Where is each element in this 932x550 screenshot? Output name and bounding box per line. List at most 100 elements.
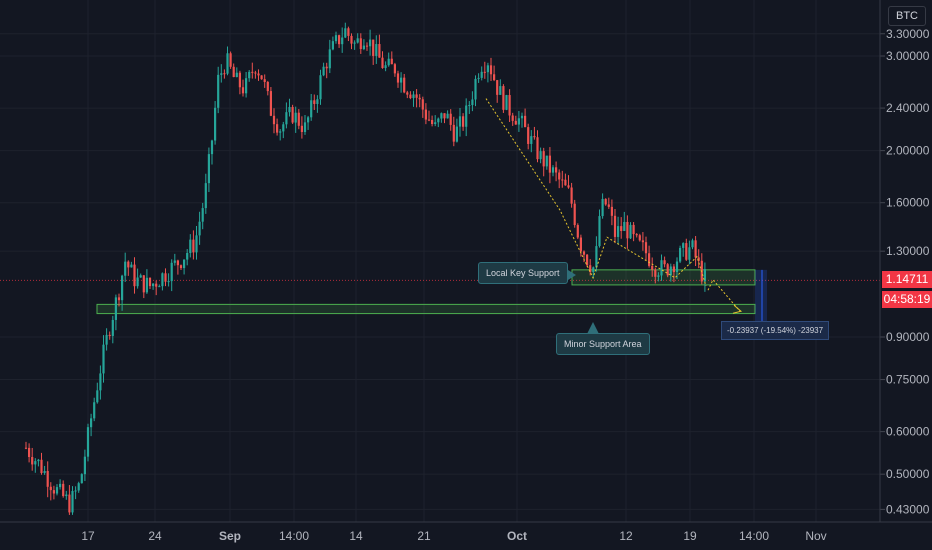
candlestick-series [24, 22, 706, 515]
candle [375, 35, 378, 64]
candle [694, 236, 697, 266]
candle [170, 259, 173, 292]
candle [623, 211, 626, 232]
candle [272, 108, 276, 134]
candle [359, 33, 362, 54]
candle [77, 481, 80, 493]
candle [161, 272, 164, 291]
candle [105, 328, 108, 351]
x-tick-label: 14:00 [739, 529, 769, 543]
candle [266, 80, 269, 96]
candle [390, 51, 393, 65]
candle [291, 104, 294, 124]
candle [108, 331, 111, 340]
candle [245, 71, 248, 98]
support-zones [0, 269, 880, 334]
candle [644, 236, 648, 261]
candle [483, 61, 486, 79]
price-axis: 3.30000 3.00000 2.40000 2.00000 1.60000 1.300… [879, 0, 930, 522]
candle [303, 115, 307, 135]
projection-line [485, 98, 707, 287]
candle [365, 42, 369, 51]
last-price-tag: 1.14711 [882, 271, 932, 288]
support-zone [571, 269, 756, 286]
candle [282, 121, 285, 139]
candle [86, 423, 90, 462]
candle [564, 173, 567, 186]
candle [648, 245, 651, 268]
candle [192, 230, 195, 260]
candle [421, 96, 424, 118]
candle [214, 101, 217, 145]
y-tick-label: 3.30000 [886, 27, 930, 41]
candle [446, 110, 449, 119]
y-tick-label: 0.60000 [886, 425, 930, 439]
candle [235, 67, 238, 78]
candle [294, 106, 297, 133]
candle [452, 116, 455, 147]
candle [198, 211, 201, 245]
candle [626, 215, 629, 249]
candle [40, 452, 43, 475]
candle [288, 98, 291, 117]
candle [542, 147, 545, 177]
candle [691, 238, 694, 250]
candle [46, 461, 49, 498]
candle [229, 51, 232, 69]
candle [629, 222, 632, 239]
candle [493, 65, 496, 82]
candle [555, 161, 558, 182]
candle [508, 89, 511, 122]
candle [28, 443, 31, 463]
candle [632, 222, 635, 242]
candle [697, 249, 700, 269]
candle [232, 63, 235, 78]
candle [307, 115, 310, 130]
candle [179, 264, 183, 271]
candle [403, 73, 406, 94]
candle [49, 482, 52, 501]
candle [462, 113, 465, 131]
candle [558, 169, 561, 189]
x-tick-label: Oct [507, 529, 527, 543]
candle [322, 62, 325, 77]
candle [530, 130, 533, 153]
candle [589, 259, 592, 276]
candle [576, 223, 579, 240]
x-tick-label: Sep [219, 529, 241, 543]
candle [341, 27, 344, 53]
candle [152, 283, 155, 290]
chart-grid [0, 0, 880, 522]
candle [675, 257, 679, 280]
candle [186, 249, 189, 266]
candle [496, 79, 499, 103]
candle [356, 33, 359, 44]
candle [96, 382, 99, 404]
candle [592, 266, 595, 279]
candle [279, 128, 282, 141]
candle [409, 91, 412, 100]
candle [251, 62, 254, 79]
candle [663, 256, 666, 268]
candle [651, 257, 654, 277]
currency-label: BTC [888, 6, 926, 26]
candle [183, 259, 186, 275]
candle [551, 165, 555, 177]
candle [471, 91, 474, 112]
candle [536, 130, 539, 163]
candle [669, 263, 672, 282]
candle [353, 40, 356, 50]
candle [455, 118, 458, 143]
x-tick-label: 21 [417, 529, 431, 543]
candle [124, 252, 127, 282]
candle [114, 294, 117, 331]
y-tick-label: 2.40000 [886, 101, 930, 115]
candle [59, 479, 62, 490]
candle [285, 102, 288, 129]
minor-support-area-label: Minor Support Area [556, 333, 650, 355]
candle [158, 284, 161, 288]
candle [511, 112, 514, 126]
candle [384, 61, 387, 72]
candle [505, 94, 508, 111]
